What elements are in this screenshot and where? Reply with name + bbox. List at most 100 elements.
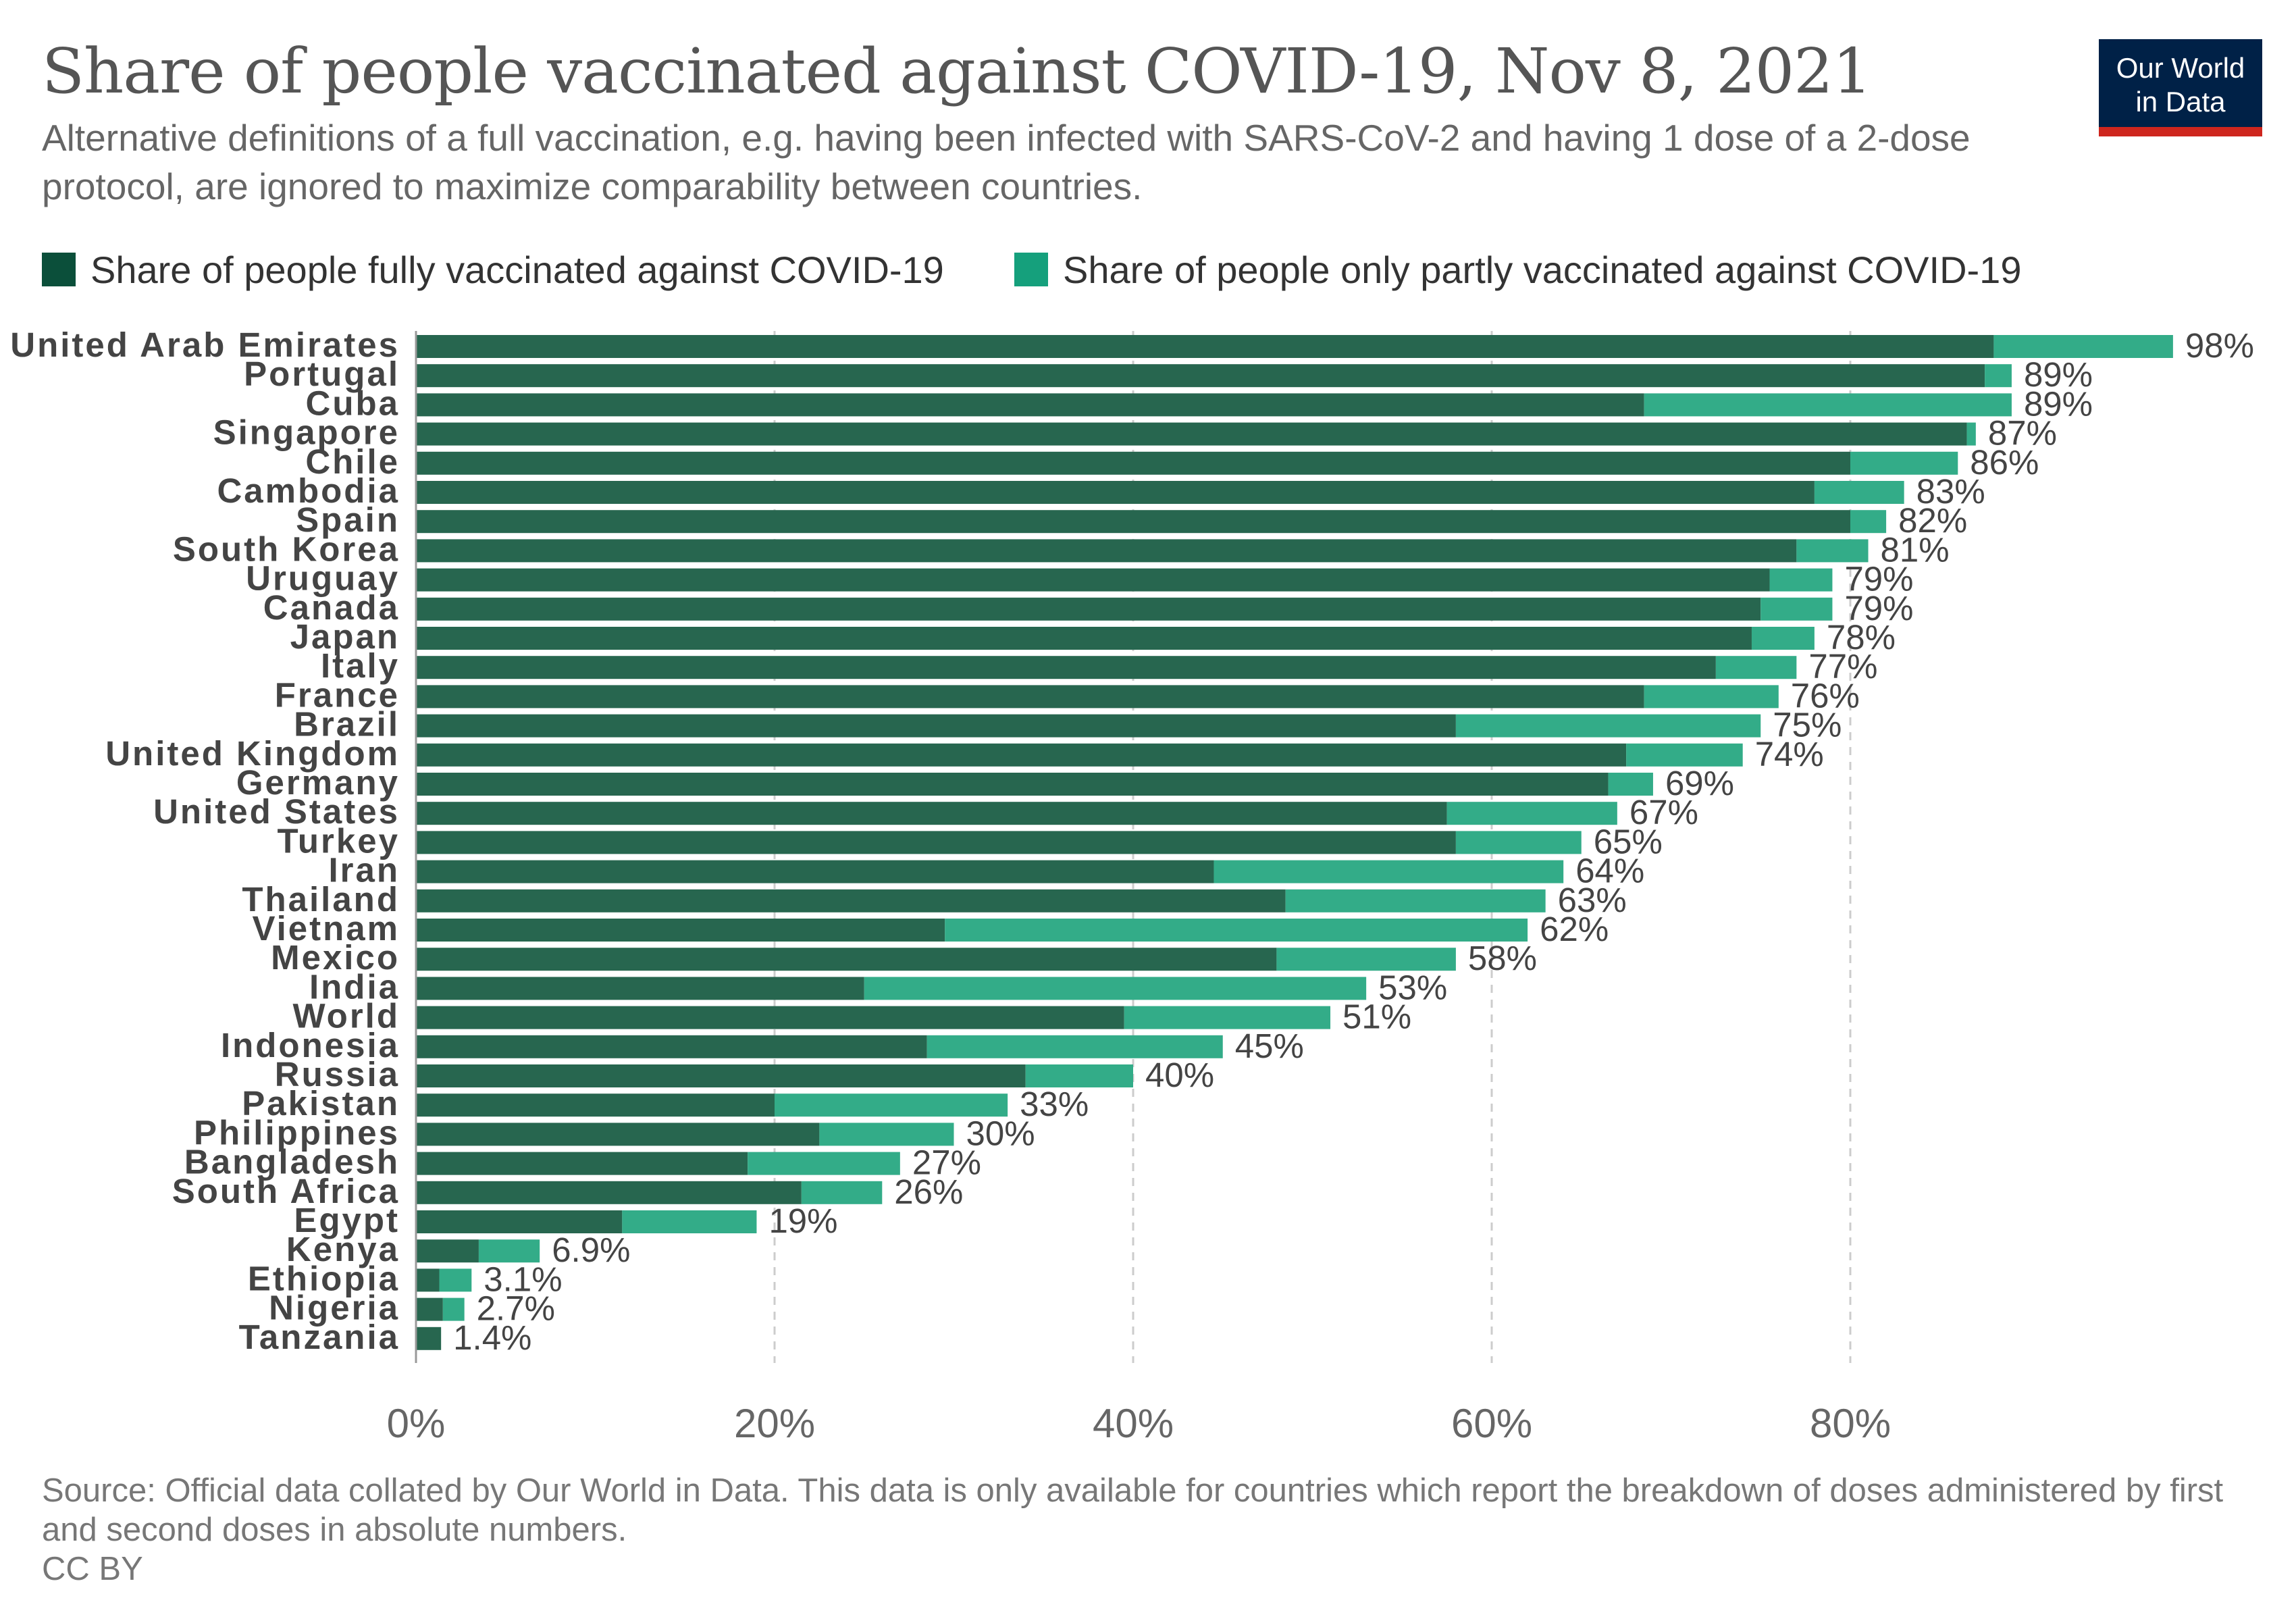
bar-fully [416, 451, 1850, 475]
bar-partly [748, 1152, 900, 1175]
category-label: United Kingdom [105, 734, 400, 773]
bar-partly [819, 1123, 954, 1146]
bar-partly [1644, 393, 2012, 417]
bar-fully [416, 948, 1277, 971]
license-note: CC BY [42, 1551, 143, 1587]
bar-partly [1769, 568, 1833, 592]
value-label: 19% [768, 1202, 837, 1240]
category-label: France [275, 675, 400, 714]
bar-partly [622, 1210, 757, 1233]
owid-logo[interactable]: Our World in Data [2099, 39, 2262, 136]
category-label: Cuba [306, 384, 400, 422]
value-label: 75% [1773, 706, 1842, 744]
stacked-bar-chart: 0% 20% 40% 60% 80% United Arab Emirates 98% Por… [10, 326, 2254, 1446]
value-label: 33% [1020, 1085, 1089, 1123]
bar-fully [416, 977, 864, 1000]
bar-partly [1124, 1006, 1331, 1029]
category-label: Ethiopia [248, 1259, 400, 1297]
bar-partly [775, 1093, 1008, 1117]
bar-partly [1608, 773, 1653, 796]
bar-fully [416, 422, 1967, 446]
category-label: Pakistan [242, 1084, 400, 1123]
value-label: 2.7% [477, 1289, 555, 1328]
value-label: 53% [1378, 968, 1447, 1006]
bar-partly [945, 919, 1528, 942]
category-label: Turkey [278, 821, 400, 860]
category-label: South Korea [173, 530, 400, 568]
x-tick-label: 60% [1451, 1401, 1532, 1446]
bar-fully [416, 1268, 440, 1292]
value-label: 83% [1916, 472, 1985, 511]
value-label: 51% [1342, 998, 1411, 1036]
category-label: Russia [275, 1055, 400, 1093]
bar-fully [416, 1064, 1026, 1087]
category-label: Cambodia [217, 471, 400, 510]
value-label: 86% [1970, 443, 2039, 482]
bar-fully [416, 1327, 442, 1350]
legend-item-fully[interactable]: Share of people fully vaccinated against… [42, 246, 944, 293]
category-label: South Africa [172, 1172, 400, 1210]
bar-fully [416, 685, 1644, 709]
bar-partly [1993, 335, 2173, 358]
bar-fully [416, 1152, 748, 1175]
x-tick-label: 40% [1093, 1401, 1174, 1446]
category-label: Philippines [194, 1113, 400, 1152]
bar-fully [416, 1035, 927, 1058]
bar-fully [416, 481, 1815, 504]
bar-partly [1850, 451, 1958, 475]
value-label: 27% [912, 1143, 981, 1182]
legend-item-partly[interactable]: Share of people only partly vaccinated a… [1014, 246, 2021, 293]
bar-partly [1985, 364, 2012, 388]
bar-partly [1455, 714, 1761, 738]
bar-fully [416, 1181, 802, 1204]
value-label: 78% [1827, 618, 1896, 657]
category-label: Canada [263, 588, 400, 627]
category-label: Spain [296, 500, 400, 539]
bar-partly [1850, 510, 1887, 534]
bar-partly [801, 1181, 883, 1204]
value-label: 26% [894, 1173, 963, 1211]
bar-partly [1796, 539, 1869, 563]
bar-partly [1644, 685, 1779, 709]
footer: Source: Official data collated by Our Wo… [42, 1471, 2264, 1589]
bar-partly [1214, 860, 1564, 883]
bar-fully [416, 335, 1994, 358]
bar-partly [478, 1239, 540, 1263]
value-label: 1.4% [453, 1318, 531, 1357]
category-label: Tanzania [239, 1318, 400, 1356]
category-label: Nigeria [269, 1289, 400, 1327]
value-label: 79% [1844, 589, 1913, 627]
category-label: Japan [290, 617, 400, 656]
bar-fully [416, 1123, 820, 1146]
logo-line-2: in Data [2135, 86, 2226, 118]
category-label: World [292, 997, 400, 1035]
value-label: 76% [1791, 676, 1860, 715]
value-label: 58% [1468, 939, 1537, 977]
value-label: 82% [1898, 501, 1967, 540]
value-label: 67% [1629, 793, 1698, 831]
category-label: United Arab Emirates [10, 326, 400, 364]
source-note: Source: Official data collated by Our Wo… [42, 1472, 2224, 1548]
value-label: 79% [1844, 560, 1913, 598]
category-label: Indonesia [221, 1026, 400, 1064]
bar-fully [416, 1210, 623, 1233]
bar-partly [1715, 656, 1797, 679]
category-label: Thailand [242, 880, 400, 919]
category-label: Italy [321, 646, 400, 685]
bar-fully [416, 1093, 775, 1117]
category-label: Brazil [294, 705, 400, 744]
category-label: Mexico [271, 938, 400, 977]
category-label: Egypt [294, 1201, 400, 1239]
bar-fully [416, 831, 1456, 854]
category-label: Uruguay [246, 559, 400, 598]
value-label: 62% [1540, 910, 1609, 948]
category-label: United States [153, 792, 400, 831]
value-label: 81% [1881, 530, 1950, 569]
value-label: 77% [1808, 647, 1877, 686]
bar-partly [927, 1035, 1223, 1058]
bar-fully [416, 568, 1770, 592]
bar-fully [416, 1006, 1124, 1029]
bar-fully [416, 919, 945, 942]
category-label: Bangladesh [184, 1143, 400, 1181]
bar-partly [442, 1297, 465, 1321]
